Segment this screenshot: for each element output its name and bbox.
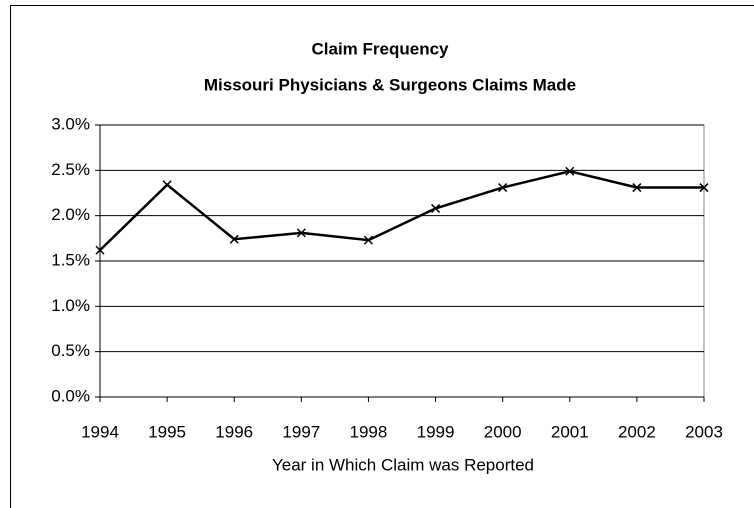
x-tick-label: 1996	[215, 422, 253, 441]
x-tick-label: 2000	[484, 422, 522, 441]
x-axis-label: Year in Which Claim was Reported	[272, 455, 534, 474]
x-tick-label: 2002	[618, 422, 656, 441]
x-tick-label: 1999	[417, 422, 455, 441]
y-tick-label: 1.5%	[51, 250, 90, 269]
x-tick-label: 1995	[148, 422, 186, 441]
data-line	[99, 169, 704, 252]
y-tick-label: 1.0%	[51, 296, 90, 315]
y-tick-label: 3.0%	[51, 114, 90, 133]
data-marker	[699, 183, 709, 193]
data-marker	[431, 203, 441, 213]
data-marker	[229, 234, 239, 244]
x-tick-label: 1994	[81, 422, 119, 441]
x-tick-label: 2003	[685, 422, 723, 441]
y-tick-label: 0.0%	[51, 386, 90, 405]
y-tick-label: 2.5%	[51, 160, 90, 179]
chart-subtitle: Missouri Physicians & Surgeons Claims Ma…	[204, 75, 576, 94]
chart-title: Claim Frequency	[312, 39, 450, 58]
data-marker	[498, 183, 508, 193]
data-marker	[296, 228, 306, 238]
x-tick-label: 2001	[551, 422, 589, 441]
data-marker	[565, 166, 575, 176]
data-marker	[162, 180, 172, 190]
y-tick-label: 0.5%	[51, 341, 90, 360]
x-tick-label: 1997	[282, 422, 320, 441]
data-marker	[363, 235, 373, 245]
data-marker	[95, 245, 105, 255]
x-tick-label: 1998	[350, 422, 388, 441]
y-tick-label: 2.0%	[51, 205, 90, 224]
data-marker	[632, 183, 642, 193]
